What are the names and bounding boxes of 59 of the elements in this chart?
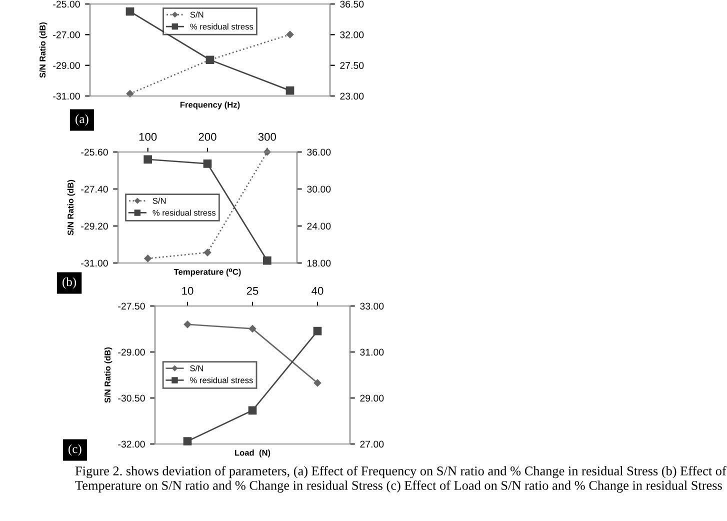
x-axis-title: Frequency (Hz) — [180, 102, 240, 110]
x-tick-label: 200 — [198, 132, 216, 141]
legend-label: % residual stress — [190, 23, 254, 30]
caption: Figure 2. shows deviation of parameters, (a) Effect of Frequency on S/N ratio and % Change in residual Stress (b) Effect of Temperature on S/N ratio and % Change in residual Stress (c) Effect of Load on S/N ratio and % Change in residual Stress — [75, 466, 726, 493]
point — [248, 325, 256, 332]
point — [286, 86, 294, 95]
y2-tick-label: 18.00 — [307, 260, 331, 267]
y-tick-label: -31.00 — [53, 92, 80, 100]
text: (c) — [68, 444, 82, 456]
y2-tick-label: 36.50 — [340, 0, 364, 8]
point — [313, 326, 322, 336]
point — [203, 160, 212, 168]
y2-tick-label: 31.00 — [360, 348, 384, 356]
legend-label: S/N — [190, 12, 204, 18]
point — [183, 437, 192, 446]
y-tick-label: -27.40 — [81, 186, 108, 193]
y2-tick-label: 36.00 — [307, 148, 331, 156]
x-tick-label: 25 — [246, 286, 258, 295]
point — [184, 320, 192, 328]
y-axis-title: S/N Ratio (dB) — [39, 22, 48, 78]
y2-tick-label: 30.00 — [307, 186, 331, 193]
point — [314, 379, 322, 387]
y-tick-label: -31.00 — [81, 260, 108, 267]
point — [126, 7, 134, 16]
y2-tick-label: 23.00 — [340, 92, 364, 100]
y-tick-label: -29.00 — [118, 348, 145, 356]
y-tick-label: -32.00 — [118, 440, 145, 448]
point — [263, 256, 272, 265]
legend-label: S/N — [190, 365, 203, 372]
y2-tick-label: 33.00 — [360, 302, 384, 310]
x-tick-label: 300 — [258, 132, 276, 141]
x-tick-label: 100 — [139, 132, 157, 141]
y2-tick-label: 29.00 — [360, 394, 384, 402]
legend-label: % residual stress — [190, 377, 253, 384]
x-axis-title: Temperature (⁰C) — [174, 268, 241, 276]
y-tick-label: -29.20 — [81, 222, 108, 230]
x-tick-label: 40 — [312, 286, 324, 295]
y-tick-label: -25.60 — [81, 148, 108, 156]
y-axis-title: S/N Ratio (dB) — [104, 347, 112, 403]
y-tick-label: -29.00 — [53, 62, 80, 69]
legend-label: S/N — [152, 198, 166, 204]
y-tick-label: -27.00 — [53, 31, 80, 38]
legend-label: % residual stress — [152, 210, 216, 216]
y2-tick-label: 27.50 — [340, 62, 364, 69]
x-axis-title: Load (N) — [235, 450, 270, 458]
text: (b) — [62, 277, 76, 289]
y2-tick-label: 24.00 — [307, 222, 331, 230]
x-tick-label: 10 — [182, 286, 194, 295]
y-axis-title: S/N Ratio (dB) — [67, 180, 76, 236]
text: (a) — [76, 114, 88, 126]
y-tick-label: -30.50 — [118, 394, 145, 402]
y2-tick-label: 27.00 — [360, 440, 384, 448]
y-tick-label: -27.50 — [118, 302, 145, 310]
point — [144, 155, 152, 164]
y2-tick-label: 32.00 — [340, 31, 364, 38]
point — [248, 406, 257, 415]
point — [144, 254, 152, 262]
y-tick-label: -25.00 — [53, 0, 80, 8]
point — [204, 248, 212, 256]
